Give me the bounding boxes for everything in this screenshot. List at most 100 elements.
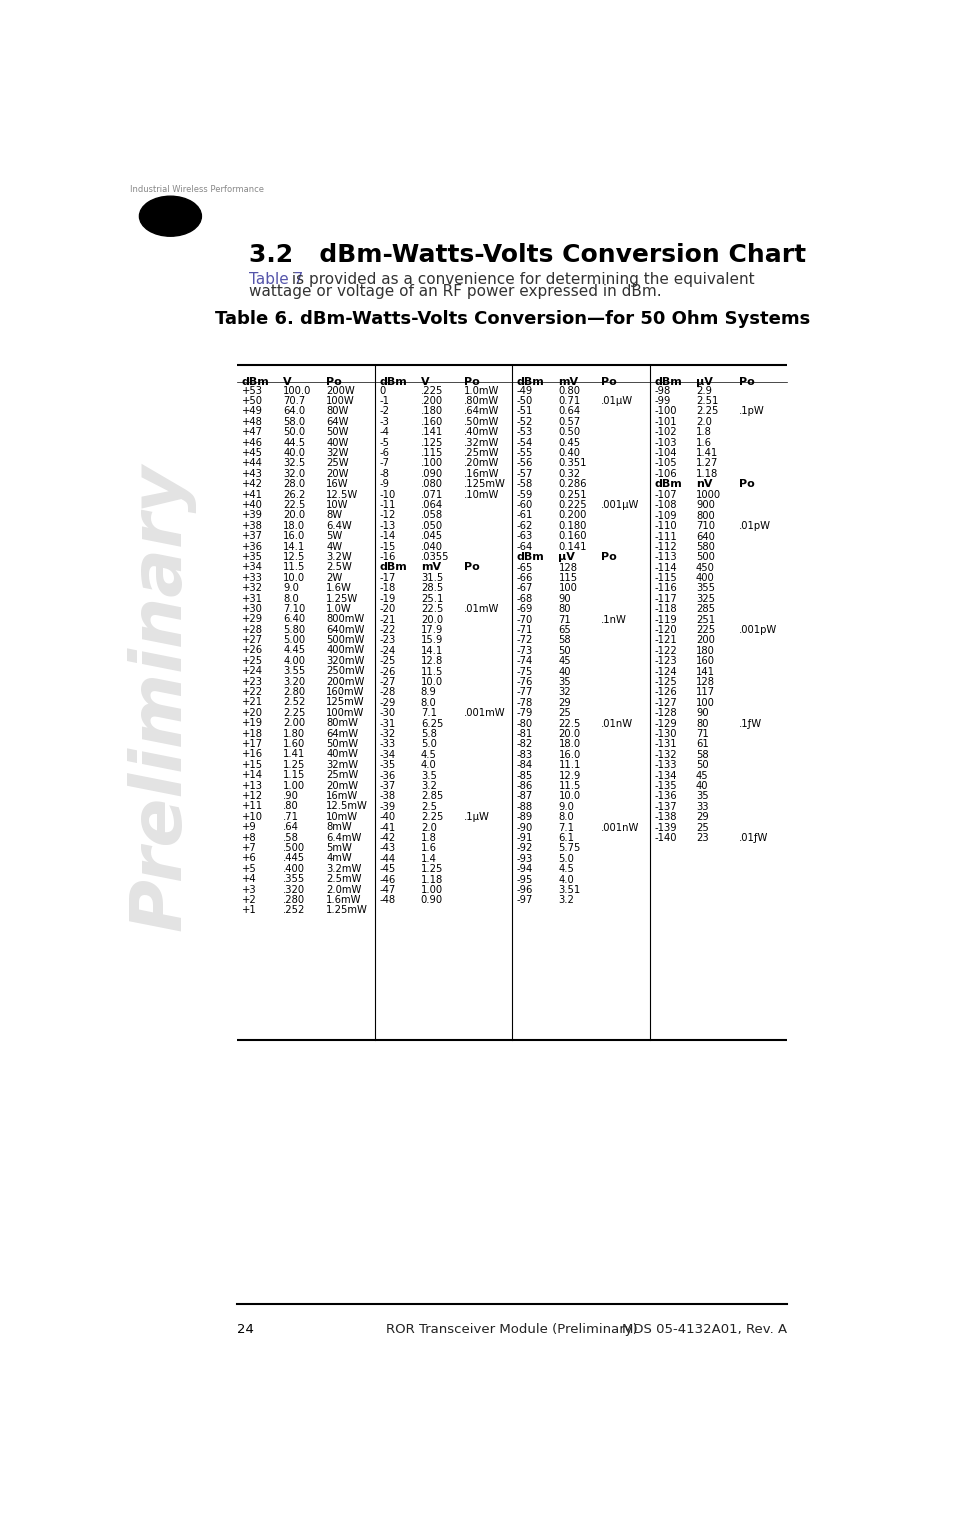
Text: 2.9: 2.9 xyxy=(695,386,711,395)
Text: 3.51: 3.51 xyxy=(557,885,580,896)
Text: +2: +2 xyxy=(242,896,256,905)
Text: 500mW: 500mW xyxy=(326,635,364,645)
Text: 64mW: 64mW xyxy=(326,729,358,738)
Text: 32mW: 32mW xyxy=(326,760,358,770)
Text: -53: -53 xyxy=(516,427,533,437)
Text: -96: -96 xyxy=(516,885,533,896)
Text: -106: -106 xyxy=(653,469,677,478)
Text: 1.6: 1.6 xyxy=(421,843,436,853)
Text: -124: -124 xyxy=(653,667,677,676)
Text: -111: -111 xyxy=(653,531,677,542)
Text: 40mW: 40mW xyxy=(326,749,358,760)
Text: 64.0: 64.0 xyxy=(283,407,305,416)
Text: 5mW: 5mW xyxy=(326,843,352,853)
Text: +45: +45 xyxy=(242,448,262,458)
Text: -89: -89 xyxy=(516,812,533,822)
Text: +21: +21 xyxy=(242,697,262,708)
Text: 15.9: 15.9 xyxy=(421,635,443,646)
Text: -80: -80 xyxy=(516,719,532,729)
Text: -79: -79 xyxy=(516,708,533,719)
Text: -38: -38 xyxy=(378,791,395,802)
Text: 20W: 20W xyxy=(326,469,348,478)
Text: 355: 355 xyxy=(695,584,714,593)
Text: +43: +43 xyxy=(242,469,262,478)
Text: 14.1: 14.1 xyxy=(283,542,305,552)
Text: 4.00: 4.00 xyxy=(283,655,305,666)
Text: -31: -31 xyxy=(378,719,395,729)
Text: 0.57: 0.57 xyxy=(557,416,580,427)
Text: .252: .252 xyxy=(283,905,305,915)
Text: +7: +7 xyxy=(242,843,256,853)
Text: mV: mV xyxy=(421,563,440,572)
Text: -120: -120 xyxy=(653,625,677,635)
Text: -116: -116 xyxy=(653,584,677,593)
Text: -41: -41 xyxy=(378,823,395,832)
Text: 640: 640 xyxy=(695,531,714,542)
Text: Po: Po xyxy=(464,377,479,387)
Text: 0.40: 0.40 xyxy=(557,448,580,458)
Text: -71: -71 xyxy=(516,625,533,635)
Text: -9: -9 xyxy=(378,480,389,489)
Text: 2.0: 2.0 xyxy=(695,416,711,427)
Text: .280: .280 xyxy=(283,896,305,905)
Text: -11: -11 xyxy=(378,499,395,510)
Text: 9.0: 9.0 xyxy=(557,802,574,812)
Text: -14: -14 xyxy=(378,531,395,542)
Text: 20mW: 20mW xyxy=(326,781,358,791)
Text: .01ƒW: .01ƒW xyxy=(738,834,768,843)
Text: +39: +39 xyxy=(242,510,262,520)
Text: .400: .400 xyxy=(283,864,305,875)
Text: 25mW: 25mW xyxy=(326,770,358,781)
Text: -136: -136 xyxy=(653,791,677,802)
Text: -39: -39 xyxy=(378,802,395,812)
Text: .125mW: .125mW xyxy=(464,480,505,489)
Text: 250mW: 250mW xyxy=(326,666,364,676)
Text: 12.5mW: 12.5mW xyxy=(326,802,368,811)
Text: +36: +36 xyxy=(242,542,262,552)
Text: Po: Po xyxy=(326,377,341,387)
Text: -122: -122 xyxy=(653,646,677,655)
Text: dBm: dBm xyxy=(378,563,407,572)
Text: -91: -91 xyxy=(516,834,533,843)
Text: 1.00: 1.00 xyxy=(283,781,305,791)
Text: 800mW: 800mW xyxy=(326,614,364,625)
Text: -2: -2 xyxy=(378,407,389,416)
Text: -52: -52 xyxy=(516,416,533,427)
Text: .200: .200 xyxy=(421,396,442,405)
Text: 5.75: 5.75 xyxy=(557,843,580,853)
Text: -48: -48 xyxy=(378,896,395,905)
Text: 23: 23 xyxy=(695,834,708,843)
Text: 0.32: 0.32 xyxy=(557,469,580,478)
Text: +37: +37 xyxy=(242,531,262,542)
Text: -63: -63 xyxy=(516,531,533,542)
Text: 400mW: 400mW xyxy=(326,646,364,655)
Text: 18.0: 18.0 xyxy=(283,520,305,531)
Text: -21: -21 xyxy=(378,614,395,625)
Text: -25: -25 xyxy=(378,657,395,666)
Text: 3.20: 3.20 xyxy=(283,676,305,687)
Text: .160: .160 xyxy=(421,416,443,427)
Text: 22.5: 22.5 xyxy=(283,499,305,510)
Text: -140: -140 xyxy=(653,834,676,843)
Text: -99: -99 xyxy=(653,396,670,405)
Text: .71: .71 xyxy=(283,812,299,822)
Text: 40: 40 xyxy=(557,667,570,676)
Text: -24: -24 xyxy=(378,646,395,655)
Text: .01µW: .01µW xyxy=(600,396,633,405)
Text: 20.0: 20.0 xyxy=(557,729,580,738)
Text: 33: 33 xyxy=(695,802,708,812)
Text: -65: -65 xyxy=(516,563,533,573)
Text: 3.55: 3.55 xyxy=(283,666,305,676)
Text: 320mW: 320mW xyxy=(326,655,364,666)
Text: Po: Po xyxy=(600,377,616,387)
Text: 0.225: 0.225 xyxy=(557,499,587,510)
Text: 0.45: 0.45 xyxy=(557,437,580,448)
Text: 71: 71 xyxy=(557,614,570,625)
Text: 2.25: 2.25 xyxy=(695,407,718,416)
Text: -30: -30 xyxy=(378,708,395,719)
Text: μV: μV xyxy=(695,377,712,387)
Text: 10.0: 10.0 xyxy=(557,791,580,802)
Text: 32: 32 xyxy=(557,687,570,697)
Text: -6: -6 xyxy=(378,448,389,458)
Text: +22: +22 xyxy=(242,687,262,697)
